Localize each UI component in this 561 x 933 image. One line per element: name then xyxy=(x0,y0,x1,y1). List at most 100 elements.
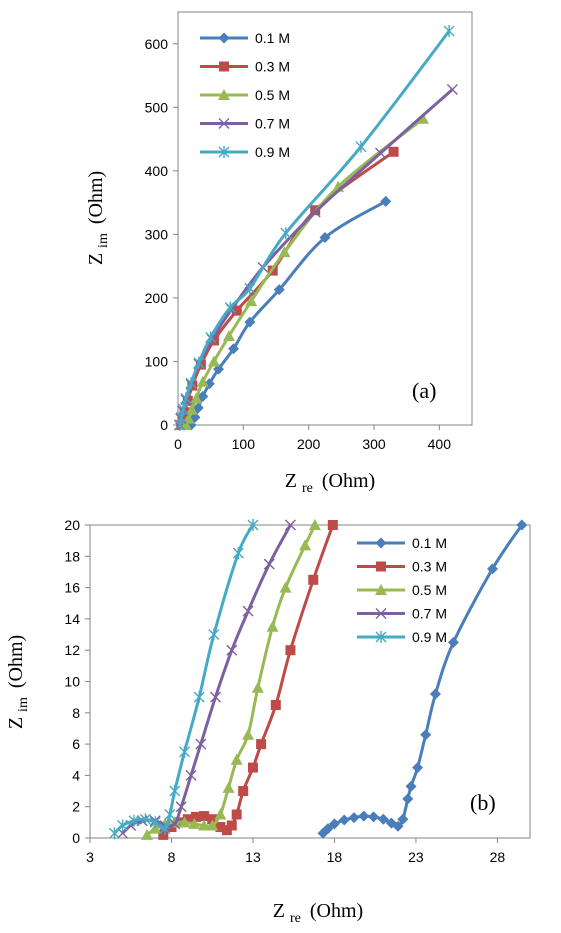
data-point xyxy=(392,820,404,832)
data-point xyxy=(169,818,181,830)
data-point xyxy=(190,811,201,822)
series-0-9-M xyxy=(174,25,455,431)
data-point xyxy=(185,769,197,781)
data-point xyxy=(190,392,203,404)
data-point xyxy=(308,519,321,530)
y-axis-title-a-unit: (Ohm) xyxy=(85,171,107,224)
data-point xyxy=(285,645,296,656)
legend-marker xyxy=(375,537,387,549)
data-point xyxy=(358,810,370,822)
data-point xyxy=(228,343,240,355)
legend-marker xyxy=(375,584,387,595)
data-point xyxy=(319,232,331,244)
data-point xyxy=(309,206,321,218)
x-tick-label: 28 xyxy=(490,849,506,865)
legend-label: 0.9 M xyxy=(412,629,447,645)
data-point xyxy=(242,728,255,740)
data-point xyxy=(158,829,169,840)
x-axis-title-b: Z re (Ohm) xyxy=(273,900,363,927)
data-point xyxy=(447,636,459,648)
x-tick-label: 23 xyxy=(408,849,424,865)
data-point xyxy=(193,691,205,704)
data-point xyxy=(338,814,350,826)
data-point xyxy=(226,644,238,656)
y-tick-label: 16 xyxy=(64,580,80,596)
data-point xyxy=(198,819,211,831)
y-tick-label: 200 xyxy=(145,290,169,306)
data-point xyxy=(443,25,455,38)
series-0-1-M xyxy=(185,195,392,431)
data-point xyxy=(487,563,499,575)
legend-label: 0.3 M xyxy=(412,559,447,575)
legend-item: 0.1 M xyxy=(357,535,447,551)
data-point xyxy=(412,762,424,774)
data-point xyxy=(139,813,151,826)
y-tick-label: 400 xyxy=(145,163,169,179)
panel-label-b: (b) xyxy=(470,790,496,815)
legend-a: 0.1 M 0.3 M 0.5 M 0.7 M 0.9 M xyxy=(200,30,290,160)
x-axis-title-a-main: Z xyxy=(285,470,297,492)
x-tick-label: 100 xyxy=(232,436,256,452)
y-tick-label: 6 xyxy=(72,736,80,752)
data-point xyxy=(256,739,267,750)
legend-label: 0.3 M xyxy=(255,59,290,75)
data-point xyxy=(195,738,207,750)
legend-marker xyxy=(218,89,230,100)
series-0-9-M xyxy=(108,519,259,840)
panel-label-a: (a) xyxy=(412,378,436,403)
ticks-b: 3 8 13 18 23 28 0 2 4 6 8 10 12 14 16 18 20 xyxy=(64,517,505,865)
data-point xyxy=(429,688,441,700)
data-point xyxy=(196,375,209,387)
data-point xyxy=(226,820,237,831)
data-point xyxy=(232,547,244,560)
data-point xyxy=(230,753,243,765)
x-tick-label: 8 xyxy=(168,849,176,865)
x-tick-label: 200 xyxy=(297,436,321,452)
data-point xyxy=(368,811,380,823)
data-point xyxy=(420,729,432,741)
data-point xyxy=(280,227,292,240)
data-point xyxy=(128,814,140,827)
legend-item: 0.5 M xyxy=(200,87,290,103)
x-tick-label: 0 xyxy=(174,436,182,452)
legend-item: 0.9 M xyxy=(357,629,447,645)
x-axis-title-b-sub: re xyxy=(290,911,301,926)
data-point xyxy=(164,808,176,821)
data-point xyxy=(231,809,242,820)
plot-area-b xyxy=(89,524,531,839)
data-point xyxy=(222,781,235,793)
y-tick-label: 10 xyxy=(64,674,80,690)
data-point xyxy=(402,793,414,805)
data-point xyxy=(397,813,409,825)
data-point xyxy=(405,780,417,792)
x-axis-title-a-unit: (Ohm) xyxy=(322,470,375,492)
y-axis-title-a-main: Z xyxy=(85,253,107,265)
y-axis-title-b: Z im (Ohm) xyxy=(5,635,32,729)
data-point xyxy=(208,628,220,641)
data-point xyxy=(417,112,429,124)
data-point xyxy=(348,812,360,824)
x-tick-label: 13 xyxy=(245,849,261,865)
data-point xyxy=(224,301,236,314)
data-point xyxy=(355,140,367,153)
data-point xyxy=(175,411,187,424)
legend-item: 0.5 M xyxy=(357,582,447,598)
data-point xyxy=(375,147,387,159)
y-tick-label: 0 xyxy=(160,417,168,433)
data-point xyxy=(169,785,181,798)
data-point xyxy=(278,246,291,258)
y-tick-label: 4 xyxy=(72,767,80,783)
y-tick-label: 12 xyxy=(64,642,80,658)
series-a xyxy=(173,25,458,431)
legend-marker xyxy=(376,561,386,572)
data-point xyxy=(222,330,235,342)
x-axis-title-b-unit: (Ohm) xyxy=(310,900,363,922)
x-axis-title-a: Z re (Ohm) xyxy=(285,470,375,497)
y-axis-title-a-sub: im xyxy=(96,233,111,248)
legend-label: 0.1 M xyxy=(412,535,447,551)
data-point xyxy=(247,762,258,773)
data-point xyxy=(231,305,242,316)
y-axis-title-b-main: Z xyxy=(5,717,27,729)
